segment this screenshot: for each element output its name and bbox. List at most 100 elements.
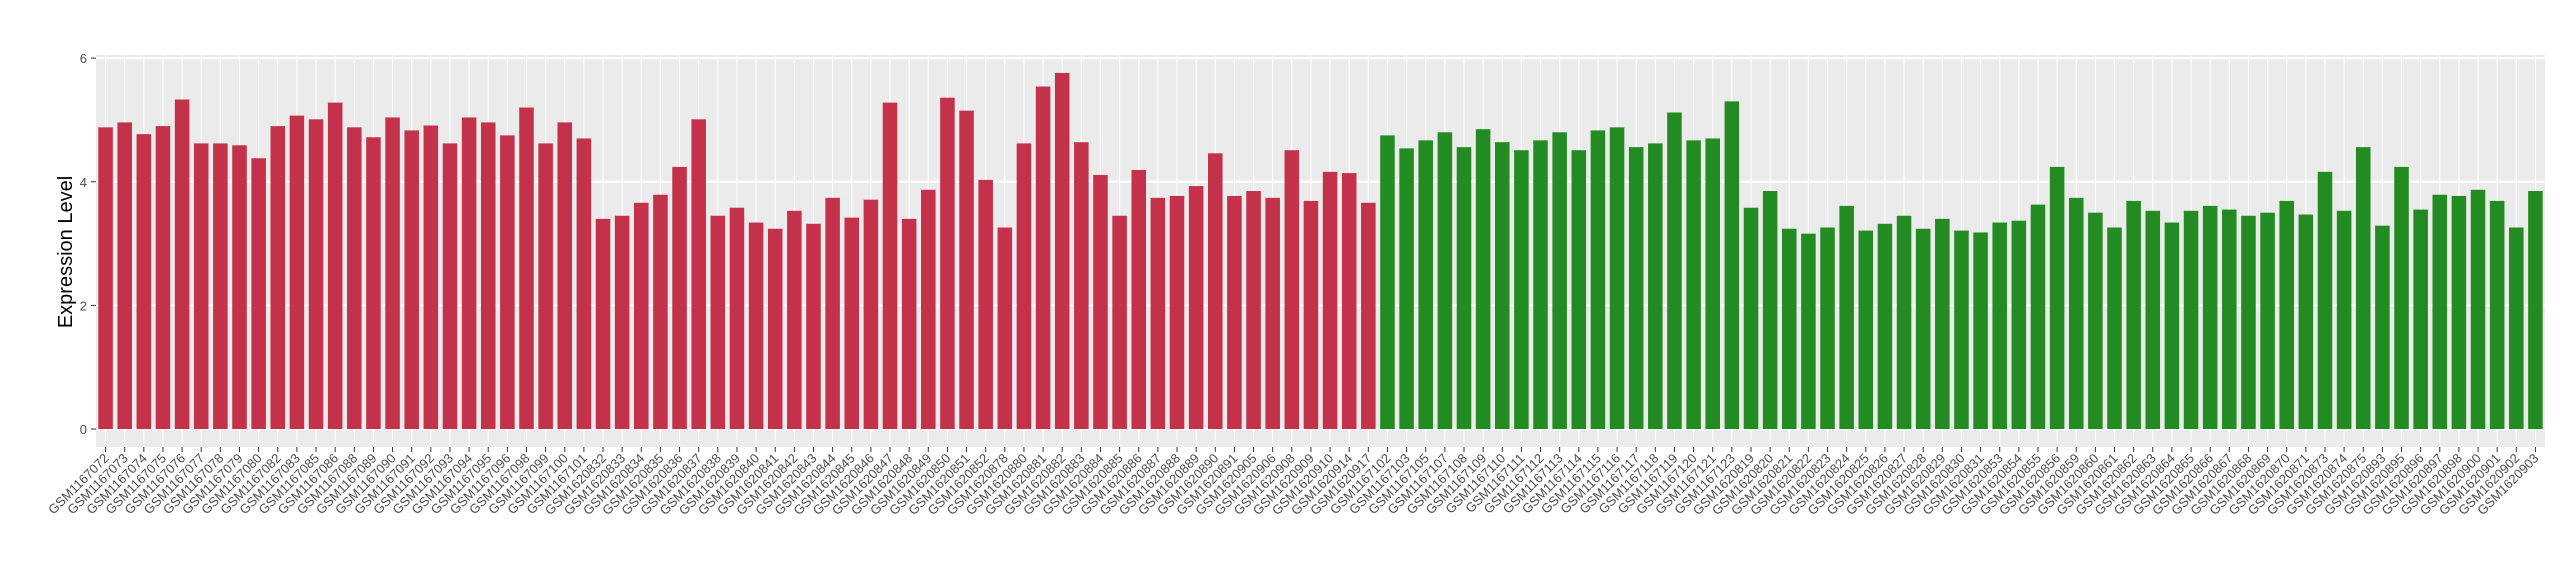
bar (2355, 147, 2371, 430)
bar (2126, 200, 2141, 430)
bar (2394, 166, 2409, 430)
bar (1973, 232, 1988, 430)
bar (2222, 209, 2237, 430)
bar (1628, 147, 1644, 430)
bar (940, 97, 955, 430)
bar (404, 130, 419, 430)
bar (1571, 150, 1587, 430)
bar (538, 143, 553, 430)
bar (1054, 72, 1070, 430)
bar (2470, 189, 2486, 430)
bar (174, 99, 190, 430)
bar (2298, 214, 2314, 430)
bar (251, 158, 266, 430)
bar (1514, 150, 1529, 430)
bar (2068, 197, 2084, 430)
bar (500, 135, 515, 430)
bar (1227, 195, 1242, 430)
bar (2260, 212, 2275, 430)
bar (2375, 225, 2390, 430)
bar (385, 117, 400, 430)
bar (1648, 143, 1663, 430)
bar (672, 166, 687, 430)
bar (1150, 197, 1166, 430)
bar (2202, 205, 2218, 430)
bar (1686, 140, 1701, 430)
bar (844, 217, 860, 430)
bar (595, 218, 611, 430)
bar (2145, 210, 2161, 430)
bar (614, 215, 630, 430)
bar (232, 145, 247, 430)
bar (1246, 191, 1261, 430)
bar (1858, 230, 1874, 430)
bar (882, 102, 898, 430)
bar (2088, 212, 2103, 430)
bar (1820, 227, 1835, 430)
bar (2107, 227, 2122, 430)
bar (557, 122, 573, 430)
bar (1839, 205, 1854, 430)
bar (1992, 222, 2007, 430)
y-tick-label: 0 (80, 422, 87, 437)
bar (270, 126, 286, 430)
bar (2317, 171, 2333, 430)
bar (1724, 101, 1740, 430)
bar (1341, 173, 1357, 430)
bar (136, 134, 152, 430)
bar (1935, 218, 1950, 430)
bar (825, 197, 840, 430)
bar (327, 102, 343, 430)
bar (1093, 174, 1108, 430)
bar (2030, 204, 2046, 430)
bar (519, 107, 534, 430)
y-axis-title: Expression Level (55, 176, 77, 328)
bar (1437, 132, 1453, 430)
bar (653, 194, 668, 430)
bar (806, 223, 821, 430)
bar (1896, 215, 1912, 430)
bar (2489, 200, 2505, 430)
bar (2528, 191, 2543, 430)
y-tick-label: 6 (80, 51, 87, 66)
bar (1361, 202, 1376, 430)
bar (1016, 143, 1032, 430)
y-tick-label: 4 (80, 175, 87, 190)
bar (289, 115, 305, 430)
bar (634, 202, 649, 430)
bar (347, 127, 362, 430)
bar (155, 126, 171, 430)
bar (710, 215, 726, 430)
bar (2413, 209, 2428, 430)
bar (98, 127, 113, 430)
bar (1705, 138, 1720, 430)
bar (308, 119, 324, 430)
bar (767, 228, 783, 430)
y-tick-label: 2 (80, 298, 87, 313)
bar (2279, 200, 2294, 430)
bar (1781, 228, 1797, 430)
bar (1131, 170, 1147, 430)
bar (1112, 215, 1127, 430)
bar (1169, 195, 1185, 430)
bar (1265, 197, 1280, 430)
bar (1494, 142, 1510, 430)
bar (1399, 148, 1414, 430)
bar (423, 125, 439, 430)
bar (461, 117, 477, 430)
bar (1533, 140, 1548, 430)
bar (2241, 215, 2256, 430)
bar (691, 119, 706, 430)
bar (863, 199, 879, 430)
bar (1284, 150, 1300, 430)
bar (193, 143, 209, 430)
bar (1207, 153, 1223, 430)
bar (2509, 227, 2524, 430)
bar (901, 218, 917, 430)
bar (1762, 191, 1778, 430)
bar (978, 179, 993, 430)
bar (997, 227, 1013, 430)
bar (748, 222, 764, 430)
bar (1035, 86, 1051, 430)
